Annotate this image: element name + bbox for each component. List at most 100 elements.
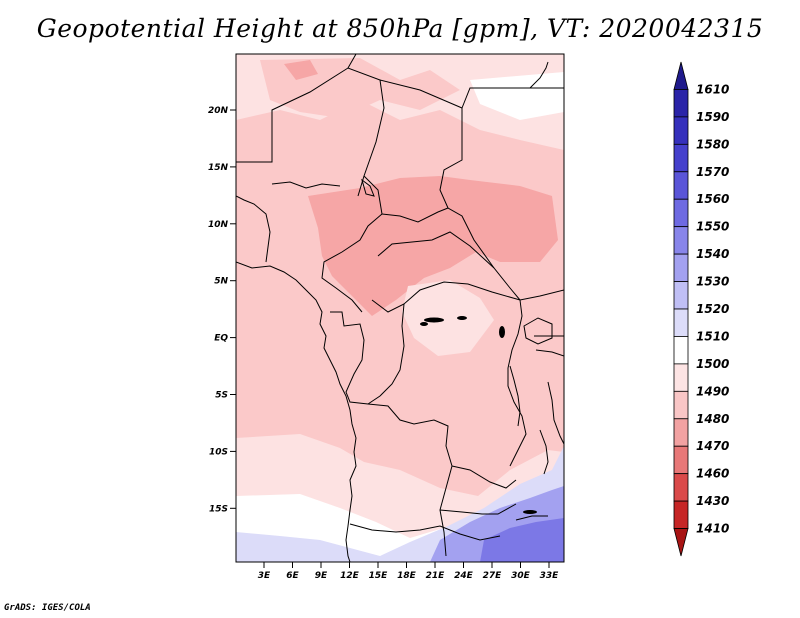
y-tick-label: 5N <box>214 277 228 287</box>
border-south-1 <box>349 523 501 541</box>
border-south-3 <box>439 503 517 515</box>
colorbar-label: 1550 <box>696 220 729 234</box>
field-light-central <box>402 280 494 356</box>
colorbar-swatch <box>673 253 689 282</box>
colorbar-label: 1530 <box>696 275 729 289</box>
colorbar-label: 1510 <box>696 329 729 343</box>
x-tick-label: 3E <box>258 571 271 581</box>
y-tick-label: 15N <box>208 163 229 173</box>
x-tick-label: 27E <box>483 571 503 581</box>
colorbar-swatch <box>673 363 689 392</box>
colorbar-label: 1580 <box>696 137 729 151</box>
x-tick-label: 21E <box>426 571 446 581</box>
border-west-1 <box>236 195 271 263</box>
coastline-west <box>236 261 357 562</box>
y-tick-label: 20N <box>208 106 229 116</box>
colorbar-swatch <box>673 143 689 173</box>
colorbar-label: 1460 <box>696 467 729 481</box>
x-tick-label: 18E <box>397 571 417 581</box>
contour-fill <box>236 54 564 562</box>
colorbar-swatch <box>673 336 689 365</box>
nile-north <box>529 61 549 89</box>
x-tick-label: 30E <box>511 571 531 581</box>
border-central-3 <box>377 231 521 301</box>
border-central-2 <box>381 207 449 223</box>
colorbar-swatch <box>673 281 689 310</box>
y-tick-label: 10S <box>209 447 228 457</box>
colorbar-label: 1430 <box>696 494 729 508</box>
colorbar-swatch <box>673 308 689 337</box>
lake-malawi <box>539 429 549 475</box>
y-tick-label: EQ <box>214 334 228 344</box>
colorbar-label: 1480 <box>696 412 729 426</box>
east-coast <box>547 381 564 445</box>
lake-blob-2 <box>420 322 428 326</box>
colorbar-label: 1470 <box>696 439 729 453</box>
border-north-4 <box>461 87 564 109</box>
colorbar-label: 1590 <box>696 110 729 124</box>
colorbar-swatch <box>673 89 689 118</box>
colorbar-label: 1500 <box>696 357 729 371</box>
border-east-1 <box>367 303 405 405</box>
colorbar-swatch <box>673 473 689 502</box>
border-east-2 <box>507 299 527 467</box>
colorbar-swatch <box>673 226 689 255</box>
colorbar-label: 1490 <box>696 384 729 398</box>
colorbar-label: 1560 <box>696 192 729 206</box>
chart-title: Geopotential Height at 850hPa [gpm], VT:… <box>36 14 764 43</box>
border-central-1 <box>321 175 383 313</box>
footer-credit: GrADS: IGES/COLA <box>4 603 91 613</box>
border-east-4 <box>535 349 564 357</box>
y-axis: 20N 15N 10N 5N EQ 5S 10S 15S <box>208 106 236 514</box>
x-tick-label: 24E <box>454 571 474 581</box>
colorbar-swatch <box>673 171 689 200</box>
x-tick-label: 12E <box>340 571 360 581</box>
lake-blob-5 <box>523 510 537 514</box>
x-tick-label: 15E <box>369 571 389 581</box>
colorbar-swatch <box>673 198 689 228</box>
border-north-2 <box>347 54 357 69</box>
colorbar-label: 1540 <box>696 247 729 261</box>
x-tick-label: 9E <box>315 571 328 581</box>
field-deepblue-south <box>480 518 564 562</box>
colorbar-cap-bottom <box>673 528 689 557</box>
lake-tanganyika <box>509 365 521 427</box>
y-tick-label: 10N <box>208 220 229 230</box>
field-white-north <box>470 72 564 120</box>
y-tick-label: 5S <box>215 391 228 401</box>
border-congo <box>330 311 453 557</box>
colorbar-swatch <box>673 418 689 447</box>
colorbar-label: 1570 <box>696 165 729 179</box>
border-north-3 <box>379 79 495 269</box>
map-frame <box>235 53 565 563</box>
border-west-2 <box>271 181 341 189</box>
colorbar-swatch <box>673 445 689 475</box>
zambezi <box>515 515 548 521</box>
colorbar-label: 1410 <box>696 522 729 536</box>
lake-victoria <box>523 317 553 345</box>
water-features <box>420 316 537 514</box>
field-rose-central <box>308 176 558 316</box>
colorbar-swatch <box>673 390 689 420</box>
colorbar-label: 1610 <box>696 82 729 96</box>
lake-chad <box>361 178 375 197</box>
field-rose-spot <box>284 60 318 80</box>
colorbar-swatch <box>673 500 689 529</box>
colorbar-cap-top <box>673 61 689 90</box>
borders <box>236 54 564 562</box>
colorbar-label: 1520 <box>696 302 729 316</box>
border-south-2 <box>451 465 517 489</box>
lake-blob-4 <box>499 326 505 338</box>
x-axis: 3E 6E 9E 12E 15E 18E 21E 24E 27E 30E 33E <box>258 562 559 581</box>
x-tick-label: 6E <box>286 571 299 581</box>
colorbar-swatch <box>673 116 689 145</box>
x-tick-label: 33E <box>540 571 560 581</box>
y-tick-label: 15S <box>209 504 228 514</box>
lake-blob-3 <box>457 316 467 320</box>
colorbar: 1610 1590 1580 1570 1560 1550 1540 1530 1520 1510… <box>673 61 729 557</box>
border-north-1 <box>236 67 385 197</box>
lake-blob-1 <box>424 317 444 323</box>
border-central-4 <box>371 281 564 313</box>
